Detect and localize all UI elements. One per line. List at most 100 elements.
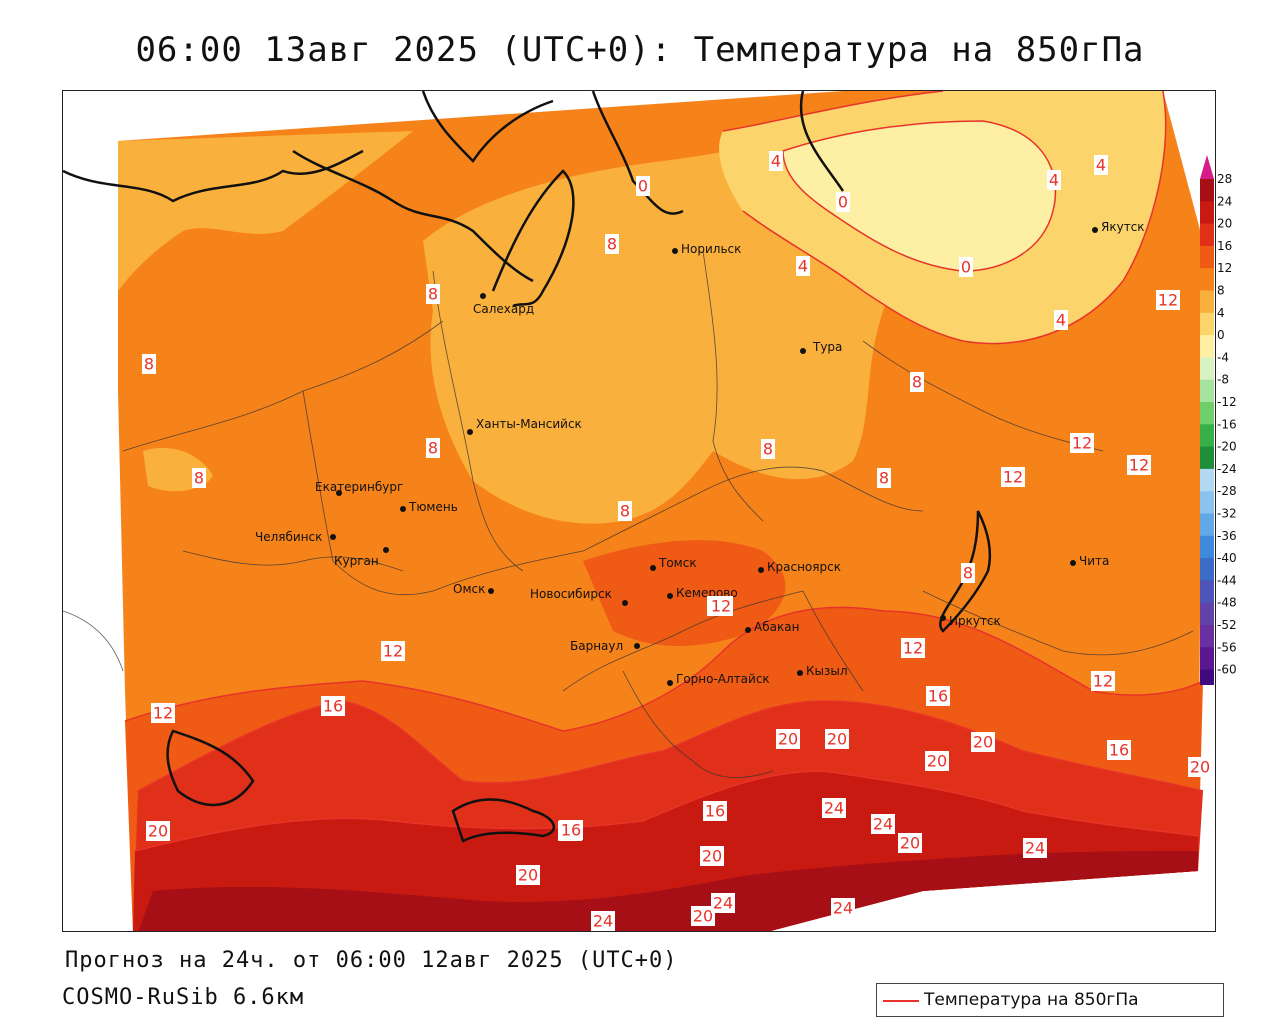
isotherm-label: 8 xyxy=(142,354,156,374)
svg-text:24: 24 xyxy=(824,799,844,818)
colorbar-cell xyxy=(1200,268,1214,291)
city-marker xyxy=(622,600,628,606)
colorbar-cell xyxy=(1200,402,1214,425)
cities-layer: Норильск Якутск Салехард Тура Ханты-Мансийск… xyxy=(255,220,1145,686)
colorbar-cell xyxy=(1200,669,1214,685)
legend-label: Температура на 850гПа xyxy=(924,990,1139,1010)
colorbar-tick-label: -4 xyxy=(1217,350,1229,364)
isotherm-label: 24 xyxy=(1023,838,1047,858)
city-marker xyxy=(940,615,946,621)
isotherm-label: 20 xyxy=(516,865,540,885)
isotherm-label: 12 xyxy=(1091,671,1115,691)
isotherm-label: 20 xyxy=(1188,757,1212,777)
colorbar-tick-label: 24 xyxy=(1217,194,1232,208)
isotherm-label: 8 xyxy=(192,468,206,488)
colorbar-cell xyxy=(1200,468,1214,492)
isotherm-label: 16 xyxy=(926,686,950,706)
colorbar-tick-label: 12 xyxy=(1217,261,1232,275)
isotherm-label: 8 xyxy=(877,468,891,488)
colorbar-cell xyxy=(1200,424,1214,448)
isotherm-label: 8 xyxy=(426,284,440,304)
colorbar-cell xyxy=(1200,602,1214,626)
colorbar-tick-label: 8 xyxy=(1217,284,1225,298)
svg-text:16: 16 xyxy=(561,821,581,840)
city-marker xyxy=(672,248,678,254)
city-marker xyxy=(634,643,640,649)
svg-text:8: 8 xyxy=(912,373,922,392)
isotherm-label: 4 xyxy=(1054,310,1068,330)
isotherm-labels-layer: 4 0 4 4 0 0 4 4 8 8 12 8 8 8 8 8 12 12 12 8 8 8 12 12 16 12 16 12 20… xyxy=(142,151,1212,931)
isotherm-label: 8 xyxy=(426,438,440,458)
city-label: Челябинск xyxy=(255,530,322,544)
svg-text:20: 20 xyxy=(827,730,847,749)
svg-text:16: 16 xyxy=(323,697,343,716)
isotherm-label: 20 xyxy=(925,751,949,771)
isotherm-label: 16 xyxy=(1107,740,1131,760)
colorbar-cell xyxy=(1200,491,1214,514)
isotherm-label: 12 xyxy=(1156,290,1180,310)
colorbar-ticks: 28 24 20 16 12 8 4 0 -4 -8 -12 -16 -20 -24 -28 -32 -36 -4… xyxy=(1217,172,1237,677)
city-marker xyxy=(488,588,494,594)
colorbar-tick-label: -60 xyxy=(1217,663,1237,677)
isotherm-label: 20 xyxy=(898,833,922,853)
zone-4-8-west xyxy=(118,131,413,291)
map-title: 06:00 13авг 2025 (UTC+0): Температура на… xyxy=(135,30,1145,70)
svg-text:12: 12 xyxy=(1129,456,1149,475)
svg-text:12: 12 xyxy=(1003,468,1023,487)
city-label: Иркутск xyxy=(949,614,1001,628)
city-label: Ханты-Мансийск xyxy=(476,417,582,431)
isotherm-label: 16 xyxy=(703,801,727,821)
city-marker xyxy=(797,670,803,676)
city-label: Екатеринбург xyxy=(315,480,403,494)
colorbar-cell xyxy=(1200,558,1214,581)
coastlines xyxy=(63,91,992,843)
isotherm-label: 8 xyxy=(618,501,632,521)
city-marker xyxy=(330,534,336,540)
isotherm-label: 20 xyxy=(776,729,800,749)
colorbar-tick-label: 28 xyxy=(1217,172,1232,186)
svg-text:20: 20 xyxy=(1190,758,1210,777)
colorbar-tick-label: -48 xyxy=(1217,596,1237,610)
colorbar-tick-label: -40 xyxy=(1217,551,1237,565)
colorbar-cells xyxy=(1200,155,1214,685)
region-boundaries xyxy=(63,250,1194,778)
isotherm-label: 20 xyxy=(700,846,724,866)
svg-text:24: 24 xyxy=(873,815,893,834)
isotherm-label: 20 xyxy=(691,906,715,926)
isotherm-label: 12 xyxy=(1001,467,1025,487)
svg-text:4: 4 xyxy=(798,257,808,276)
colorbar-tick-label: 4 xyxy=(1217,306,1225,320)
svg-text:0: 0 xyxy=(961,258,971,277)
isotherm-label: 12 xyxy=(709,596,733,616)
svg-text:4: 4 xyxy=(1096,156,1106,175)
svg-text:12: 12 xyxy=(1093,672,1113,691)
svg-text:8: 8 xyxy=(963,564,973,583)
isotherm-label: 12 xyxy=(901,638,925,658)
colorbar-tick-label: -28 xyxy=(1217,484,1237,498)
city-label: Салехард xyxy=(473,302,534,316)
isotherm-label: 20 xyxy=(971,732,995,752)
colorbar-cell xyxy=(1200,625,1214,648)
isotherm-label: 8 xyxy=(961,563,975,583)
svg-text:8: 8 xyxy=(607,235,617,254)
svg-text:20: 20 xyxy=(518,866,538,885)
colorbar-cell xyxy=(1200,201,1214,225)
colorbar-cell xyxy=(1200,379,1214,403)
svg-text:20: 20 xyxy=(693,907,713,926)
map-frame: Норильск Якутск Салехард Тура Ханты-Мансийск… xyxy=(62,90,1216,932)
city-marker xyxy=(650,565,656,571)
colorbar-tick-label: -44 xyxy=(1217,573,1237,587)
isotherm-label: 4 xyxy=(1047,170,1061,190)
isotherm-label: 24 xyxy=(591,911,615,931)
colorbar-tick-label: -32 xyxy=(1217,507,1237,521)
colorbar-tick-label: -12 xyxy=(1217,395,1237,409)
isotherm-label: 8 xyxy=(605,234,619,254)
colorbar-cell xyxy=(1200,357,1214,381)
svg-text:16: 16 xyxy=(928,687,948,706)
svg-text:16: 16 xyxy=(705,802,725,821)
isotherm-label: 8 xyxy=(910,372,924,392)
city-label: Тура xyxy=(812,340,842,354)
colorbar-cell xyxy=(1200,446,1214,470)
svg-text:16: 16 xyxy=(1109,741,1129,760)
colorbar-tick-label: 16 xyxy=(1217,239,1232,253)
